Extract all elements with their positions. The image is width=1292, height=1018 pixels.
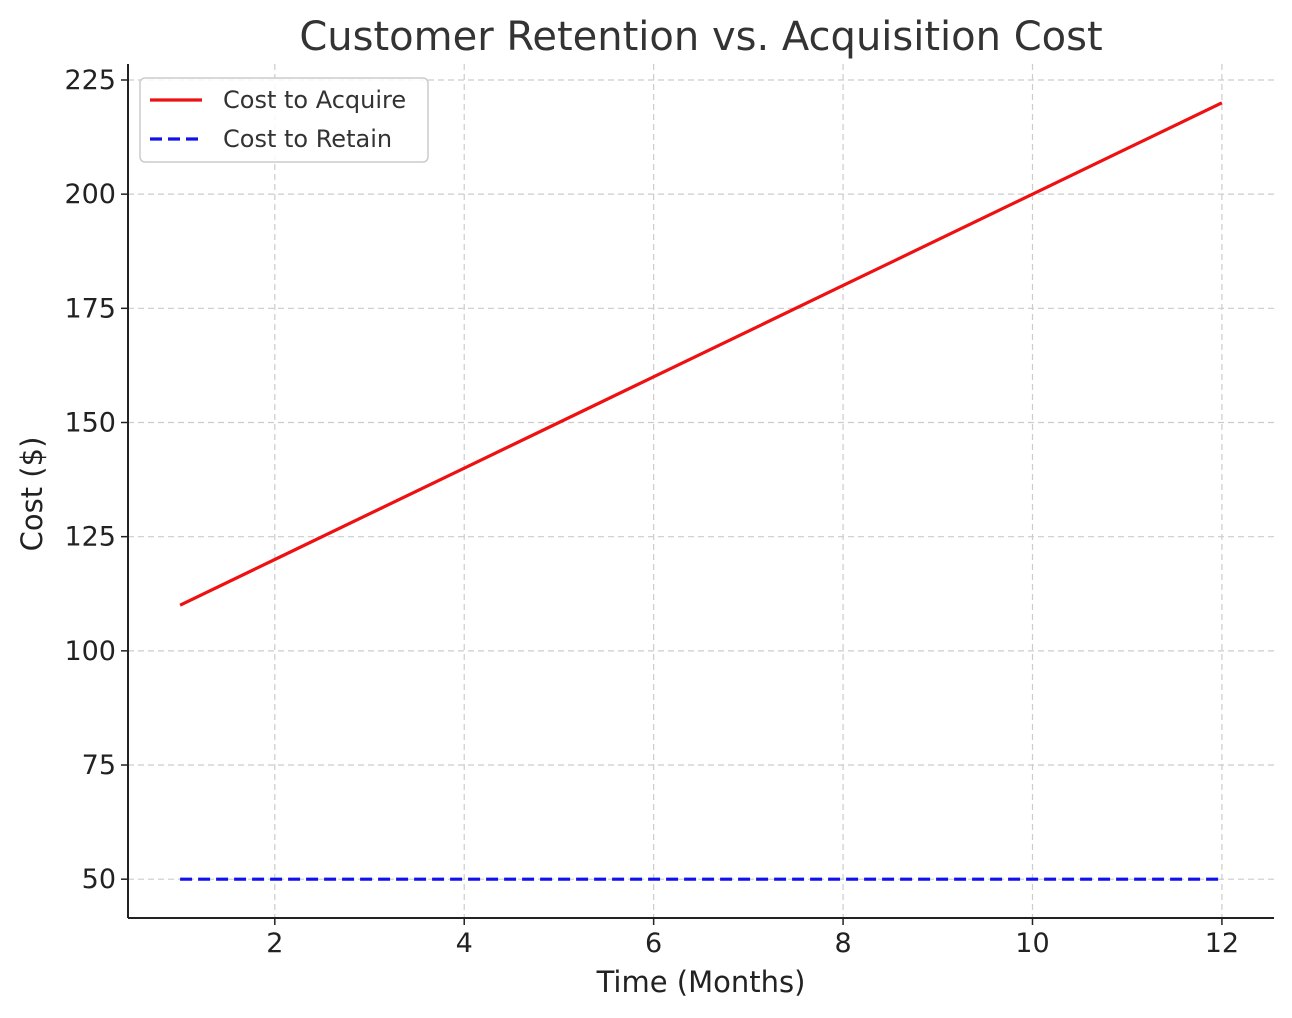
y-tick-label: 50 <box>82 864 116 895</box>
chart-title: Customer Retention vs. Acquisition Cost <box>299 14 1102 60</box>
series-layer <box>179 101 1223 881</box>
legend-label: Cost to Retain <box>223 125 392 153</box>
x-axis-label: Time (Months) <box>596 965 806 999</box>
y-axis-label: Cost ($) <box>15 437 49 552</box>
y-tick-label: 200 <box>64 179 116 210</box>
grid-layer <box>128 64 1274 918</box>
x-tick-label: 2 <box>266 928 283 959</box>
x-tick-label: 6 <box>645 928 662 959</box>
y-tick-label: 75 <box>82 750 116 781</box>
y-tick-label: 225 <box>64 65 116 96</box>
y-tick-label: 100 <box>64 636 116 667</box>
x-tick-label: 10 <box>1015 928 1049 959</box>
legend-label: Cost to Acquire <box>223 86 406 114</box>
y-tick-label: 150 <box>64 407 116 438</box>
y-tick-label: 125 <box>64 522 116 553</box>
series-line-cost-to-acquire <box>179 101 1223 607</box>
axes-layer <box>127 64 1274 919</box>
x-tick-label: 8 <box>834 928 851 959</box>
ticks-layer: 2 4 6 8 10 12 50 75 100 125 150 175 200 225 <box>64 65 1239 959</box>
x-tick-label: 4 <box>456 928 473 959</box>
legend: Cost to Acquire Cost to Retain <box>139 77 429 163</box>
x-tick-label: 12 <box>1205 928 1239 959</box>
legend-box <box>139 77 429 163</box>
y-tick-label: 175 <box>64 293 116 324</box>
